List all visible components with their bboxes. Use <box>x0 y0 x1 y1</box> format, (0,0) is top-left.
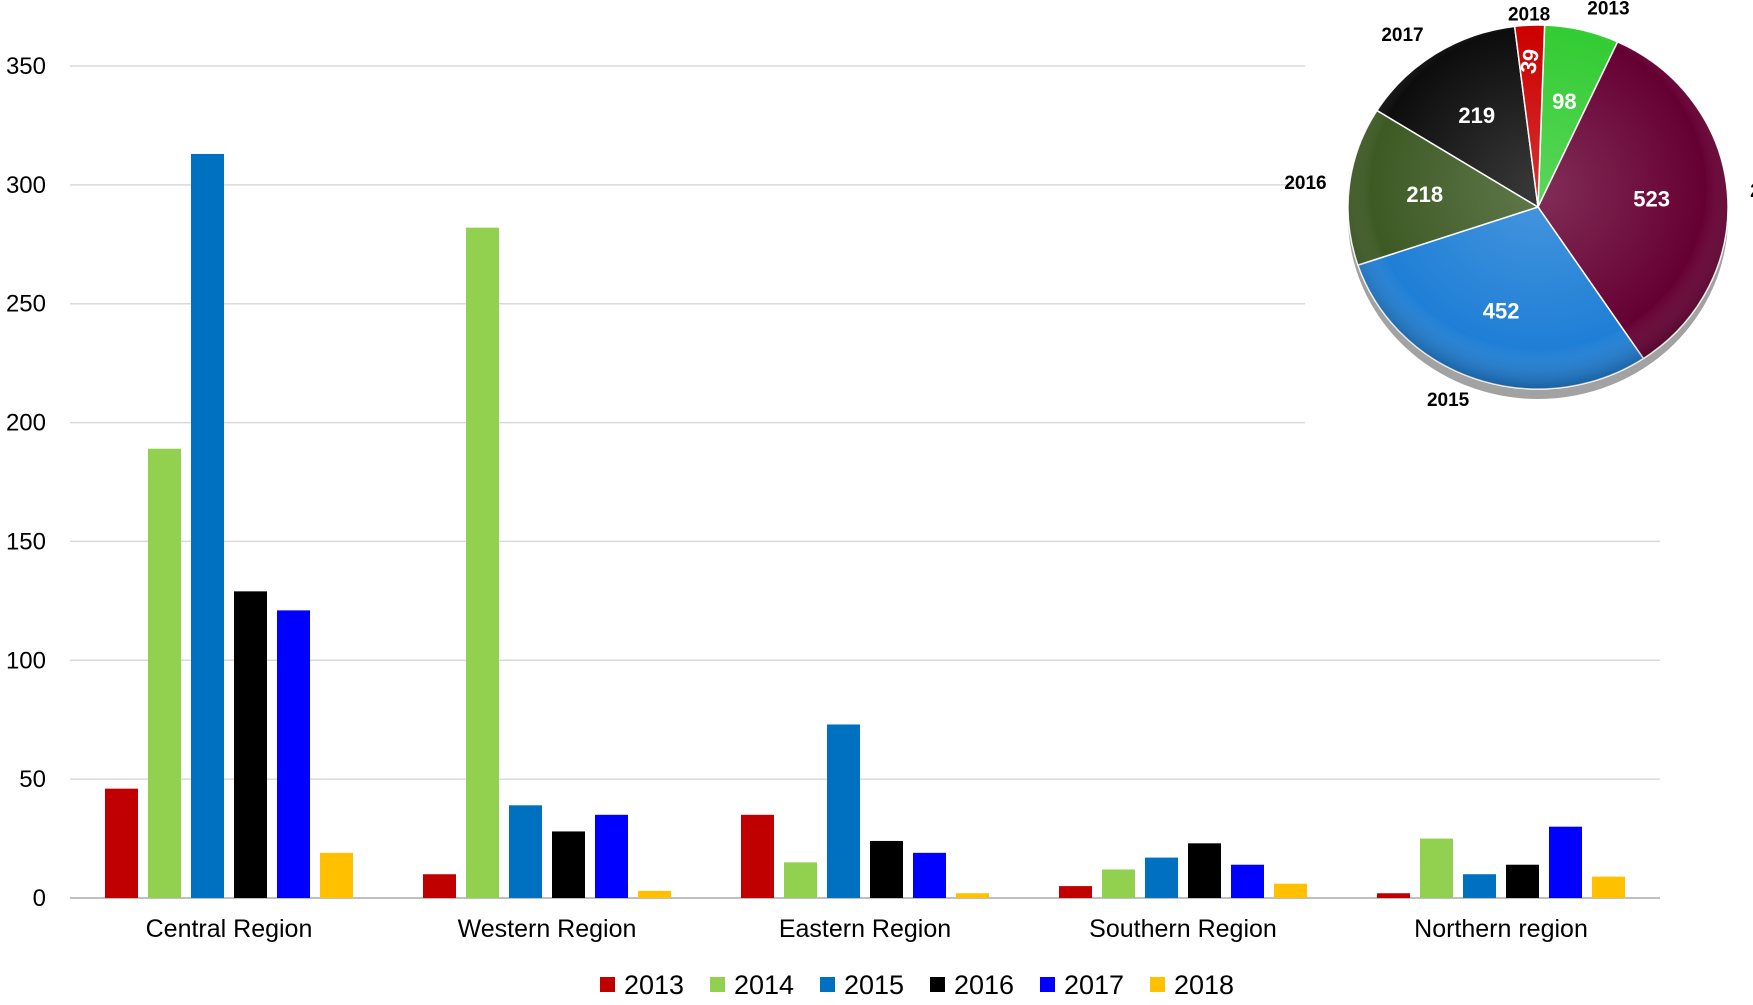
bar-2018 <box>1592 876 1625 898</box>
pie-year-label: 2015 <box>1427 390 1470 411</box>
bar-2016 <box>234 591 267 898</box>
bar-2017 <box>277 610 310 898</box>
pie-value-label: 452 <box>1483 298 1520 323</box>
y-tick-label: 200 <box>6 410 46 437</box>
y-tick-label: 250 <box>6 291 46 318</box>
legend-swatch-2016 <box>930 977 945 992</box>
bar-2018 <box>1274 883 1307 898</box>
y-tick-label: 50 <box>19 766 46 793</box>
bar-2014 <box>466 227 499 898</box>
bar-2014 <box>148 448 181 898</box>
bar-2013 <box>1377 893 1410 898</box>
bar-2015 <box>509 805 542 898</box>
bar-2015 <box>1145 857 1178 898</box>
x-category-label: Central Region <box>146 915 313 943</box>
y-tick-label: 150 <box>6 528 46 555</box>
bar-2016 <box>1188 843 1221 898</box>
bar-2015 <box>1463 874 1496 898</box>
pie-year-label: 2014 <box>1750 181 1753 202</box>
bar-2013 <box>105 788 138 898</box>
pie-year-label: 2017 <box>1381 25 1423 46</box>
pie-year-label: 2016 <box>1284 173 1326 194</box>
bar-2016 <box>870 840 903 898</box>
bar-2016 <box>1506 864 1539 898</box>
bar-2018 <box>320 852 353 898</box>
legend-swatch-2015 <box>820 977 835 992</box>
legend-label: 2018 <box>1174 970 1234 1000</box>
x-category-label: Northern region <box>1414 915 1588 943</box>
legend-swatch-2013 <box>600 977 615 992</box>
bar-2015 <box>191 153 224 898</box>
bar-2017 <box>595 814 628 898</box>
y-tick-label: 100 <box>6 647 46 674</box>
bar-2018 <box>638 890 671 898</box>
x-category-label: Eastern Region <box>779 915 951 943</box>
pie-chart: 98 523 452 218 219 39 2013 2014 2015 2016 2017 2018 <box>1284 0 1753 411</box>
pie-value-label: 219 <box>1458 103 1495 128</box>
bar-2013 <box>741 814 774 898</box>
y-tick-label: 350 <box>6 53 46 80</box>
pie-year-label: 2013 <box>1587 0 1629 20</box>
bar-2014 <box>1102 869 1135 898</box>
bar-2014 <box>784 862 817 898</box>
y-axis: 0 50 100 150 200 250 300 350 <box>6 53 46 912</box>
pie-value-label: 39 <box>1515 47 1544 75</box>
x-category-label: Southern Region <box>1089 915 1277 943</box>
y-tick-label: 0 <box>33 885 46 912</box>
pie-value-label: 218 <box>1406 182 1443 207</box>
bar-chart: 0 50 100 150 200 250 300 350 Central Region West… <box>6 53 1660 1000</box>
bar-2018 <box>956 893 989 898</box>
legend-swatch-2014 <box>710 977 725 992</box>
legend-label: 2014 <box>734 970 794 1000</box>
legend-label: 2016 <box>954 970 1014 1000</box>
bar-2017 <box>1231 864 1264 898</box>
bar-series <box>105 153 1625 898</box>
pie-gloss <box>1348 25 1728 389</box>
legend-swatch-2017 <box>1040 977 1055 992</box>
bar-2014 <box>1420 838 1453 898</box>
legend-label: 2015 <box>844 970 904 1000</box>
legend-swatch-2018 <box>1150 977 1165 992</box>
bar-2016 <box>552 831 585 898</box>
legend-label: 2013 <box>624 970 684 1000</box>
bar-2017 <box>913 852 946 898</box>
x-category-label: Western Region <box>458 915 637 943</box>
bar-2013 <box>423 874 456 898</box>
pie-value-label: 523 <box>1633 187 1670 212</box>
pie-value-label: 98 <box>1552 89 1576 114</box>
legend-label: 2017 <box>1064 970 1124 1000</box>
x-axis: Central Region Western Region Eastern Regi… <box>146 915 1588 943</box>
bar-2015 <box>827 724 860 898</box>
pie-year-label: 2018 <box>1508 4 1550 25</box>
legend: 2013 2014 2015 2016 2017 2018 <box>600 970 1234 1000</box>
bar-2017 <box>1549 826 1582 898</box>
y-tick-label: 300 <box>6 172 46 199</box>
bar-2013 <box>1059 886 1092 898</box>
